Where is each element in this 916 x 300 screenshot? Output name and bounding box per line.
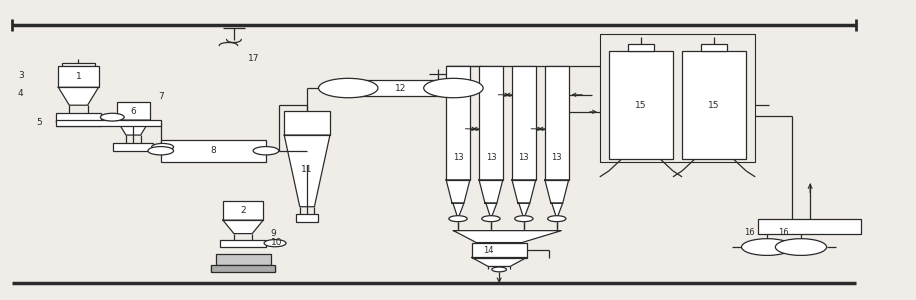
Text: 7: 7 — [158, 92, 164, 101]
Bar — [56, 113, 102, 122]
Polygon shape — [472, 257, 527, 266]
Bar — [59, 66, 99, 87]
Circle shape — [101, 113, 125, 121]
Bar — [284, 111, 330, 135]
Bar — [702, 44, 727, 52]
Bar — [223, 201, 263, 220]
Bar — [758, 219, 861, 234]
Bar — [62, 63, 95, 66]
Bar — [117, 102, 150, 120]
Bar — [56, 119, 160, 126]
Text: 16: 16 — [745, 228, 755, 237]
Text: 17: 17 — [247, 54, 259, 63]
Bar — [220, 240, 266, 247]
Circle shape — [775, 239, 826, 255]
Bar — [479, 66, 503, 180]
Circle shape — [264, 240, 286, 247]
Circle shape — [319, 78, 378, 98]
Polygon shape — [551, 203, 562, 219]
Bar — [609, 52, 673, 159]
Text: 14: 14 — [483, 245, 494, 254]
Text: 16: 16 — [778, 228, 789, 237]
Text: 4: 4 — [18, 89, 24, 98]
Text: 5: 5 — [36, 118, 42, 127]
Circle shape — [148, 147, 173, 155]
Bar — [348, 80, 453, 96]
Text: 15: 15 — [635, 101, 647, 110]
Text: 6: 6 — [130, 107, 136, 116]
Polygon shape — [59, 87, 99, 105]
Circle shape — [548, 216, 566, 222]
Circle shape — [482, 216, 500, 222]
Bar — [682, 52, 747, 159]
Text: 1: 1 — [75, 72, 82, 81]
Circle shape — [515, 216, 533, 222]
Circle shape — [492, 267, 507, 272]
Bar — [628, 44, 654, 52]
Text: 15: 15 — [708, 101, 720, 110]
Polygon shape — [545, 180, 569, 203]
Bar — [600, 34, 756, 162]
Polygon shape — [485, 203, 496, 219]
Polygon shape — [518, 203, 529, 219]
Polygon shape — [453, 231, 562, 243]
Polygon shape — [223, 220, 263, 234]
Polygon shape — [453, 203, 463, 219]
Text: 13: 13 — [485, 153, 496, 162]
Polygon shape — [512, 180, 536, 203]
Bar — [472, 243, 527, 257]
Circle shape — [152, 143, 173, 151]
Bar — [446, 66, 470, 180]
Text: 11: 11 — [301, 165, 313, 174]
Polygon shape — [284, 135, 330, 207]
Text: 9: 9 — [270, 229, 277, 238]
Bar — [512, 66, 536, 180]
Text: 13: 13 — [518, 153, 529, 162]
Text: 10: 10 — [270, 238, 282, 247]
Circle shape — [253, 147, 278, 155]
Bar — [114, 142, 154, 152]
Text: 13: 13 — [551, 153, 562, 162]
Text: 12: 12 — [395, 83, 407, 92]
Text: 13: 13 — [453, 153, 463, 162]
Bar — [545, 66, 569, 180]
Polygon shape — [446, 180, 470, 203]
Circle shape — [449, 216, 467, 222]
Polygon shape — [479, 180, 503, 203]
Polygon shape — [117, 120, 150, 135]
Text: 2: 2 — [240, 206, 245, 215]
Text: 8: 8 — [211, 146, 216, 155]
Bar — [296, 214, 318, 222]
Bar — [215, 254, 270, 265]
Bar — [211, 265, 275, 272]
Bar — [160, 140, 266, 162]
Circle shape — [742, 239, 792, 255]
Circle shape — [424, 78, 483, 98]
Text: 3: 3 — [17, 71, 24, 80]
